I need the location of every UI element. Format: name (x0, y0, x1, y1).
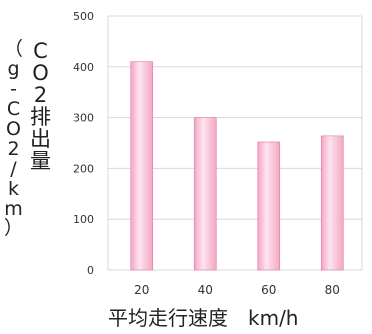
y-axis-unit-label: （g - C O 2/k m） (4, 38, 24, 240)
y-axis-unit-label-char: C (6, 97, 21, 120)
y-tick-label: 300 (73, 112, 94, 125)
y-axis-unit-label-char: m (4, 197, 23, 220)
y-axis-unit-label-char: - (10, 77, 17, 100)
y-axis-unit-label-char: g (7, 57, 20, 80)
y-axis-unit-label-char: k (8, 177, 20, 200)
x-axis-label: 平均走行速度 km/h (108, 306, 299, 330)
bar (257, 141, 281, 271)
y-tick-label: 400 (73, 61, 94, 74)
y-tick-label: 500 (73, 10, 94, 23)
y-tick-labels: 0 100 200 300 400 500 (73, 10, 94, 277)
y-axis-label-char: 出 (30, 127, 51, 152)
y-axis-label-char: C (33, 39, 48, 63)
bar (130, 61, 154, 271)
x-tick-labels: 20 40 60 80 (134, 283, 340, 297)
bar (193, 117, 217, 271)
y-tick-label: 100 (73, 213, 94, 226)
x-tick-label: 80 (325, 283, 340, 297)
y-axis-unit-label-char: 2 (7, 137, 20, 160)
x-tick-label: 60 (261, 283, 276, 297)
y-axis-unit-label-char: （ (4, 38, 24, 60)
y-tick-label: 0 (87, 264, 94, 277)
y-axis-unit-label-char: / (10, 157, 17, 180)
x-tick-label: 20 (134, 283, 149, 297)
x-tick-label: 40 (198, 283, 213, 297)
y-axis-label-char: 2 (33, 83, 48, 108)
bars (130, 61, 344, 271)
y-axis-label-char: O (32, 61, 49, 86)
y-axis-unit-label-char: O (6, 117, 21, 140)
y-axis-unit-label-char: ） (4, 217, 24, 240)
y-tick-label: 200 (73, 162, 94, 175)
y-axis-label-char: 排 (30, 105, 51, 130)
bar (320, 135, 344, 271)
y-axis-label-char: 量 (30, 149, 51, 174)
